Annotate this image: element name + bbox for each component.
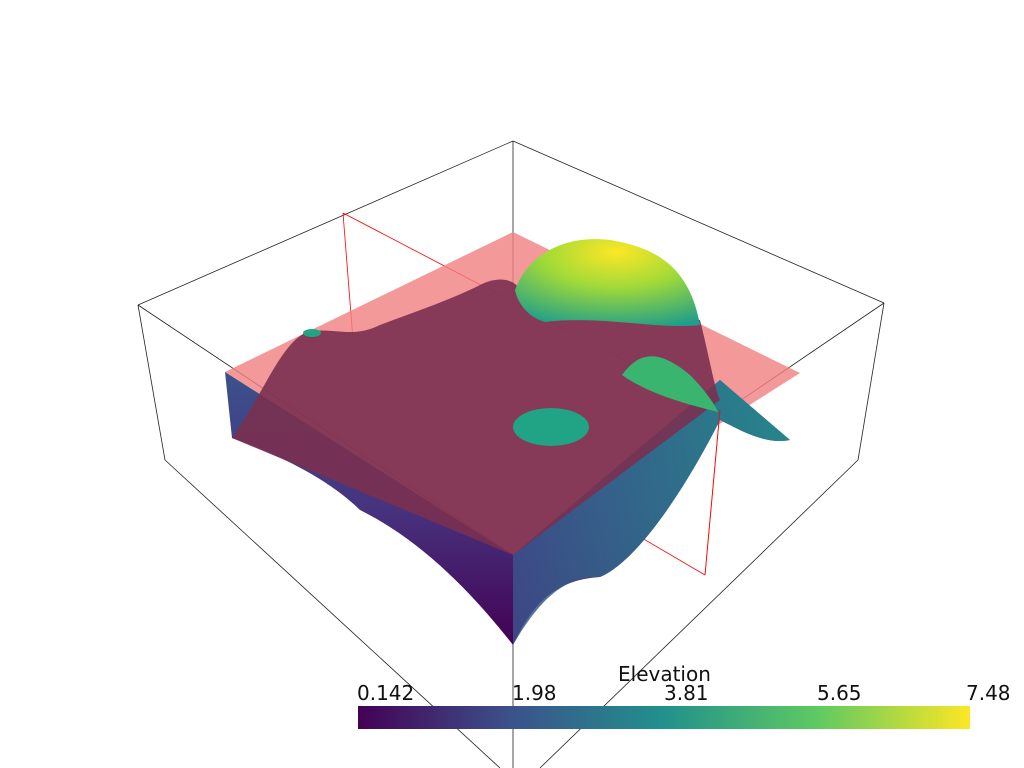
scalar-bar-tick: 0.142: [357, 681, 415, 705]
terrain-top: [232, 279, 720, 555]
slice-outline-front: [704, 409, 721, 576]
scalar-bar-gradient: [358, 706, 970, 729]
scalar-bar-tick: 5.65: [817, 681, 862, 705]
terrain-bump-center: [513, 408, 589, 446]
scalar-bar-tick: 1.98: [512, 681, 557, 705]
scalar-bar-tick: 3.81: [664, 681, 709, 705]
terrain-bump-left: [303, 329, 321, 337]
terrain-right-side: [513, 380, 790, 645]
terrain-ridge-right: [622, 356, 718, 412]
scalar-bar-title: Elevation: [618, 662, 711, 686]
terrain-peak: [515, 239, 700, 327]
scalar-bar-tick: 7.48: [966, 681, 1011, 705]
terrain-surface: [225, 239, 790, 645]
